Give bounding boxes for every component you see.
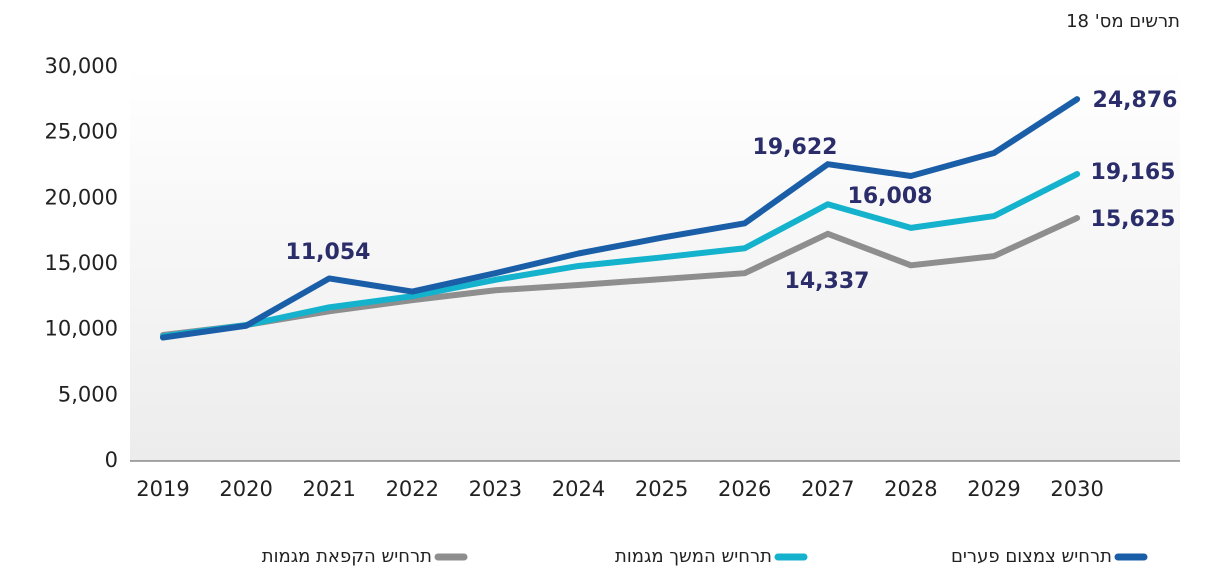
y-tick-label: 10,000 xyxy=(45,317,118,341)
annotation: 16,008 xyxy=(848,184,933,209)
y-tick-label: 25,000 xyxy=(45,120,118,144)
x-tick-label: 2028 xyxy=(884,477,937,501)
annotation: 24,876 xyxy=(1093,88,1178,113)
x-tick-label: 2020 xyxy=(219,477,272,501)
y-tick-label: 30,000 xyxy=(45,54,118,78)
annotation: 19,165 xyxy=(1091,160,1176,185)
x-tick-label: 2021 xyxy=(302,477,355,501)
annotation: 15,625 xyxy=(1091,207,1176,232)
annotation: 14,337 xyxy=(785,269,870,294)
plot-background xyxy=(130,67,1180,461)
y-tick-label: 5,000 xyxy=(58,382,118,406)
annotation: 11,054 xyxy=(286,240,371,265)
x-tick-label: 2027 xyxy=(801,477,854,501)
annotation: 19,622 xyxy=(753,135,838,160)
x-tick-label: 2026 xyxy=(718,477,771,501)
x-tick-label: 2022 xyxy=(386,477,439,501)
x-tick-label: 2029 xyxy=(967,477,1020,501)
x-tick-label: 2023 xyxy=(469,477,522,501)
y-tick-label: 0 xyxy=(105,448,118,472)
y-tick-label: 15,000 xyxy=(45,251,118,275)
chart-title: תרשים מס' 18 xyxy=(1066,11,1180,32)
legend-label: תרחיש צמצום פערים xyxy=(951,546,1112,567)
x-tick-label: 2025 xyxy=(635,477,688,501)
series-line xyxy=(160,96,1081,341)
legend-label: תרחיש הקפאת מגמות xyxy=(262,546,432,567)
x-tick-label: 2019 xyxy=(136,477,189,501)
series-line xyxy=(160,171,1081,340)
legend-label: תרחיש המשך מגמות xyxy=(615,546,772,567)
x-tick-label: 2030 xyxy=(1050,477,1103,501)
x-tick-label: 2024 xyxy=(552,477,605,501)
series-line xyxy=(160,215,1081,338)
y-tick-label: 20,000 xyxy=(45,185,118,209)
